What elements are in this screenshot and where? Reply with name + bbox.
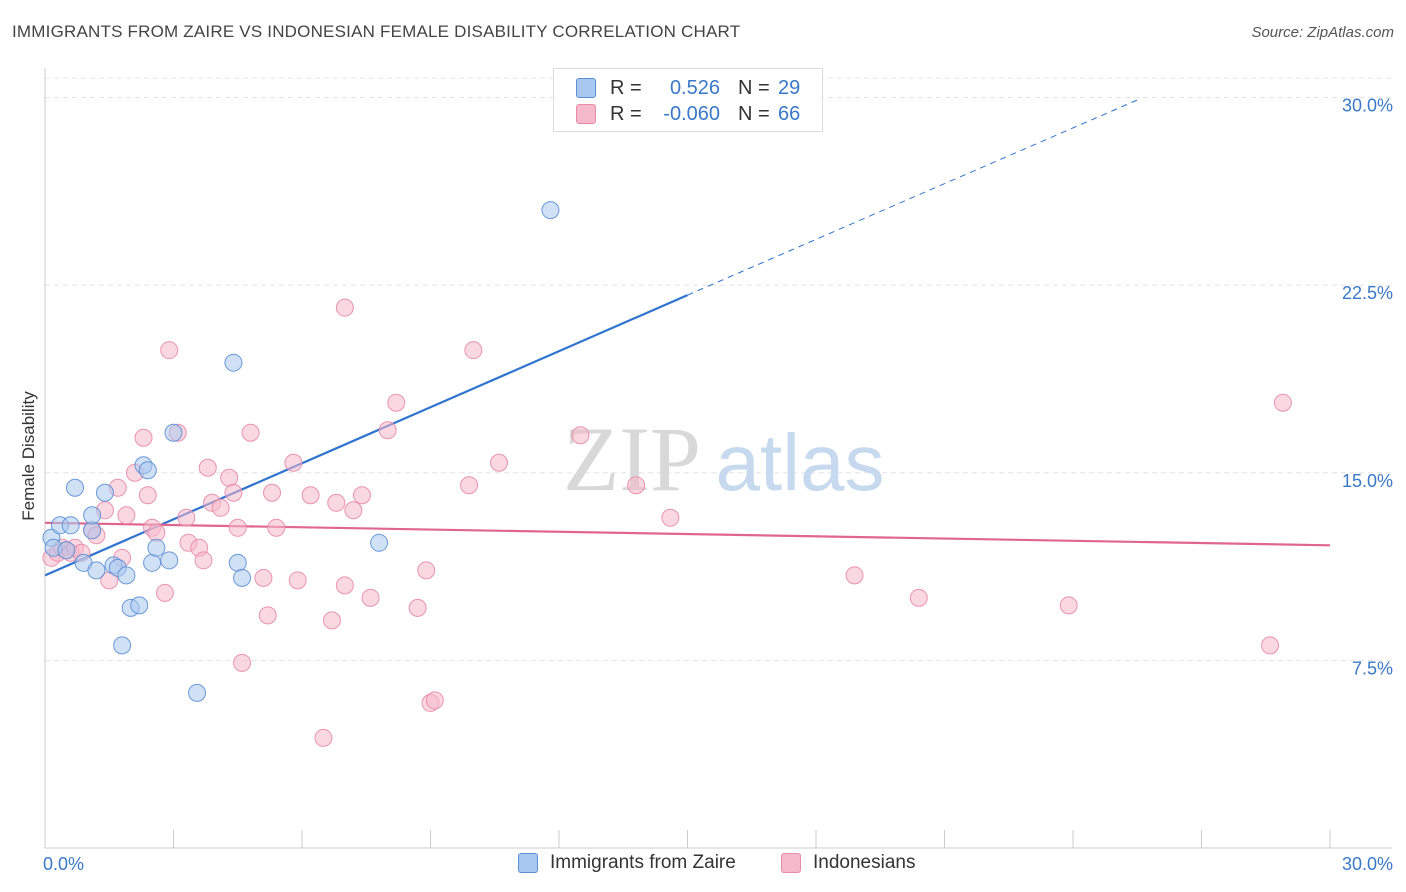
- data-point-pink: [135, 429, 152, 446]
- data-point-pink: [1274, 394, 1291, 411]
- data-point-pink: [212, 499, 229, 516]
- legend-label-zaire: Immigrants from Zaire: [550, 852, 736, 874]
- stats-legend: R = 0.526 N = 29 R = -0.060 N = 66: [553, 68, 823, 132]
- legend-r-value: -0.060: [644, 103, 720, 126]
- data-point-pink: [345, 502, 362, 519]
- data-point-pink: [328, 494, 345, 511]
- data-point-blue: [371, 534, 388, 551]
- legend-swatch-pink: [781, 853, 801, 873]
- legend-label-indonesians: Indonesians: [813, 852, 915, 874]
- data-point-pink: [461, 477, 478, 494]
- data-point-pink: [199, 459, 216, 476]
- data-point-blue: [131, 597, 148, 614]
- legend-item-zaire[interactable]: Immigrants from Zaire: [518, 852, 736, 874]
- data-point-blue: [118, 567, 135, 584]
- legend-row-zaire: R = 0.526 N = 29: [576, 76, 800, 100]
- data-point-pink: [285, 454, 302, 471]
- data-point-blue: [144, 554, 161, 571]
- data-point-pink: [491, 454, 508, 471]
- data-point-blue: [96, 484, 113, 501]
- legend-item-indonesians[interactable]: Indonesians: [781, 852, 915, 874]
- data-point-blue: [88, 562, 105, 579]
- y-tick-label: 15.0%: [1342, 471, 1393, 491]
- data-point-blue: [62, 517, 79, 534]
- legend-n-value: 66: [778, 103, 800, 126]
- data-point-pink: [465, 342, 482, 359]
- data-point-blue: [189, 684, 206, 701]
- data-point-pink: [161, 342, 178, 359]
- data-point-pink: [148, 524, 165, 541]
- watermark-atlas: atlas: [716, 418, 885, 507]
- data-point-pink: [628, 477, 645, 494]
- data-point-blue: [229, 554, 246, 571]
- data-point-pink: [195, 552, 212, 569]
- data-point-blue: [66, 479, 83, 496]
- data-point-pink: [572, 427, 589, 444]
- data-point-blue: [234, 569, 251, 586]
- data-point-pink: [353, 487, 370, 504]
- legend-r-value: 0.526: [644, 77, 720, 100]
- data-point-pink: [426, 692, 443, 709]
- data-point-pink: [336, 577, 353, 594]
- data-point-pink: [379, 422, 396, 439]
- legend-n-label: N =: [738, 103, 778, 126]
- data-point-blue: [148, 539, 165, 556]
- data-point-pink: [362, 589, 379, 606]
- data-point-blue: [114, 637, 131, 654]
- legend-swatch-blue: [518, 853, 538, 873]
- legend-swatch-pink: [576, 104, 596, 124]
- data-point-pink: [1262, 637, 1279, 654]
- data-point-pink: [315, 729, 332, 746]
- data-point-blue: [58, 542, 75, 559]
- data-point-blue: [139, 462, 156, 479]
- data-point-pink: [302, 487, 319, 504]
- data-point-pink: [662, 509, 679, 526]
- data-point-pink: [139, 487, 156, 504]
- data-point-blue: [225, 354, 242, 371]
- legend-n-label: N =: [738, 77, 778, 100]
- data-point-pink: [229, 519, 246, 536]
- data-point-pink: [388, 394, 405, 411]
- data-point-blue: [84, 507, 101, 524]
- data-point-blue: [84, 522, 101, 539]
- data-point-pink: [259, 607, 276, 624]
- data-point-pink: [289, 572, 306, 589]
- y-axis-title: Female Disability: [19, 391, 38, 521]
- data-point-pink: [255, 569, 272, 586]
- data-point-pink: [910, 589, 927, 606]
- y-tick-label: 22.5%: [1342, 283, 1393, 303]
- data-point-pink: [178, 509, 195, 526]
- data-point-pink: [268, 519, 285, 536]
- legend-n-value: 29: [778, 77, 800, 100]
- data-point-pink: [242, 424, 259, 441]
- legend-r-label: R =: [610, 77, 644, 100]
- data-point-pink: [264, 484, 281, 501]
- scatter-chart: ZIP atlas 7.5%15.0%22.5%30.0%0.0% 30.0% F…: [0, 0, 1406, 892]
- data-point-pink: [336, 299, 353, 316]
- data-point-pink: [323, 612, 340, 629]
- data-point-blue: [542, 202, 559, 219]
- data-point-blue: [165, 424, 182, 441]
- watermark-zip: ZIP: [563, 408, 701, 510]
- data-point-blue: [161, 552, 178, 569]
- legend-row-indonesians: R = -0.060 N = 66: [576, 102, 800, 126]
- y-tick-label: 30.0%: [1342, 96, 1393, 116]
- data-point-pink: [225, 484, 242, 501]
- data-point-pink: [118, 507, 135, 524]
- data-point-pink: [418, 562, 435, 579]
- series-legend: Immigrants from Zaire Indonesians: [0, 852, 1406, 876]
- legend-swatch-blue: [576, 78, 596, 98]
- legend-r-label: R =: [610, 103, 644, 126]
- data-point-pink: [846, 567, 863, 584]
- data-point-pink: [409, 599, 426, 616]
- watermark: ZIP atlas: [563, 408, 884, 510]
- data-point-pink: [221, 469, 238, 486]
- data-point-pink: [1060, 597, 1077, 614]
- data-point-pink: [156, 584, 173, 601]
- y-tick-label: 7.5%: [1352, 658, 1393, 678]
- data-point-pink: [234, 654, 251, 671]
